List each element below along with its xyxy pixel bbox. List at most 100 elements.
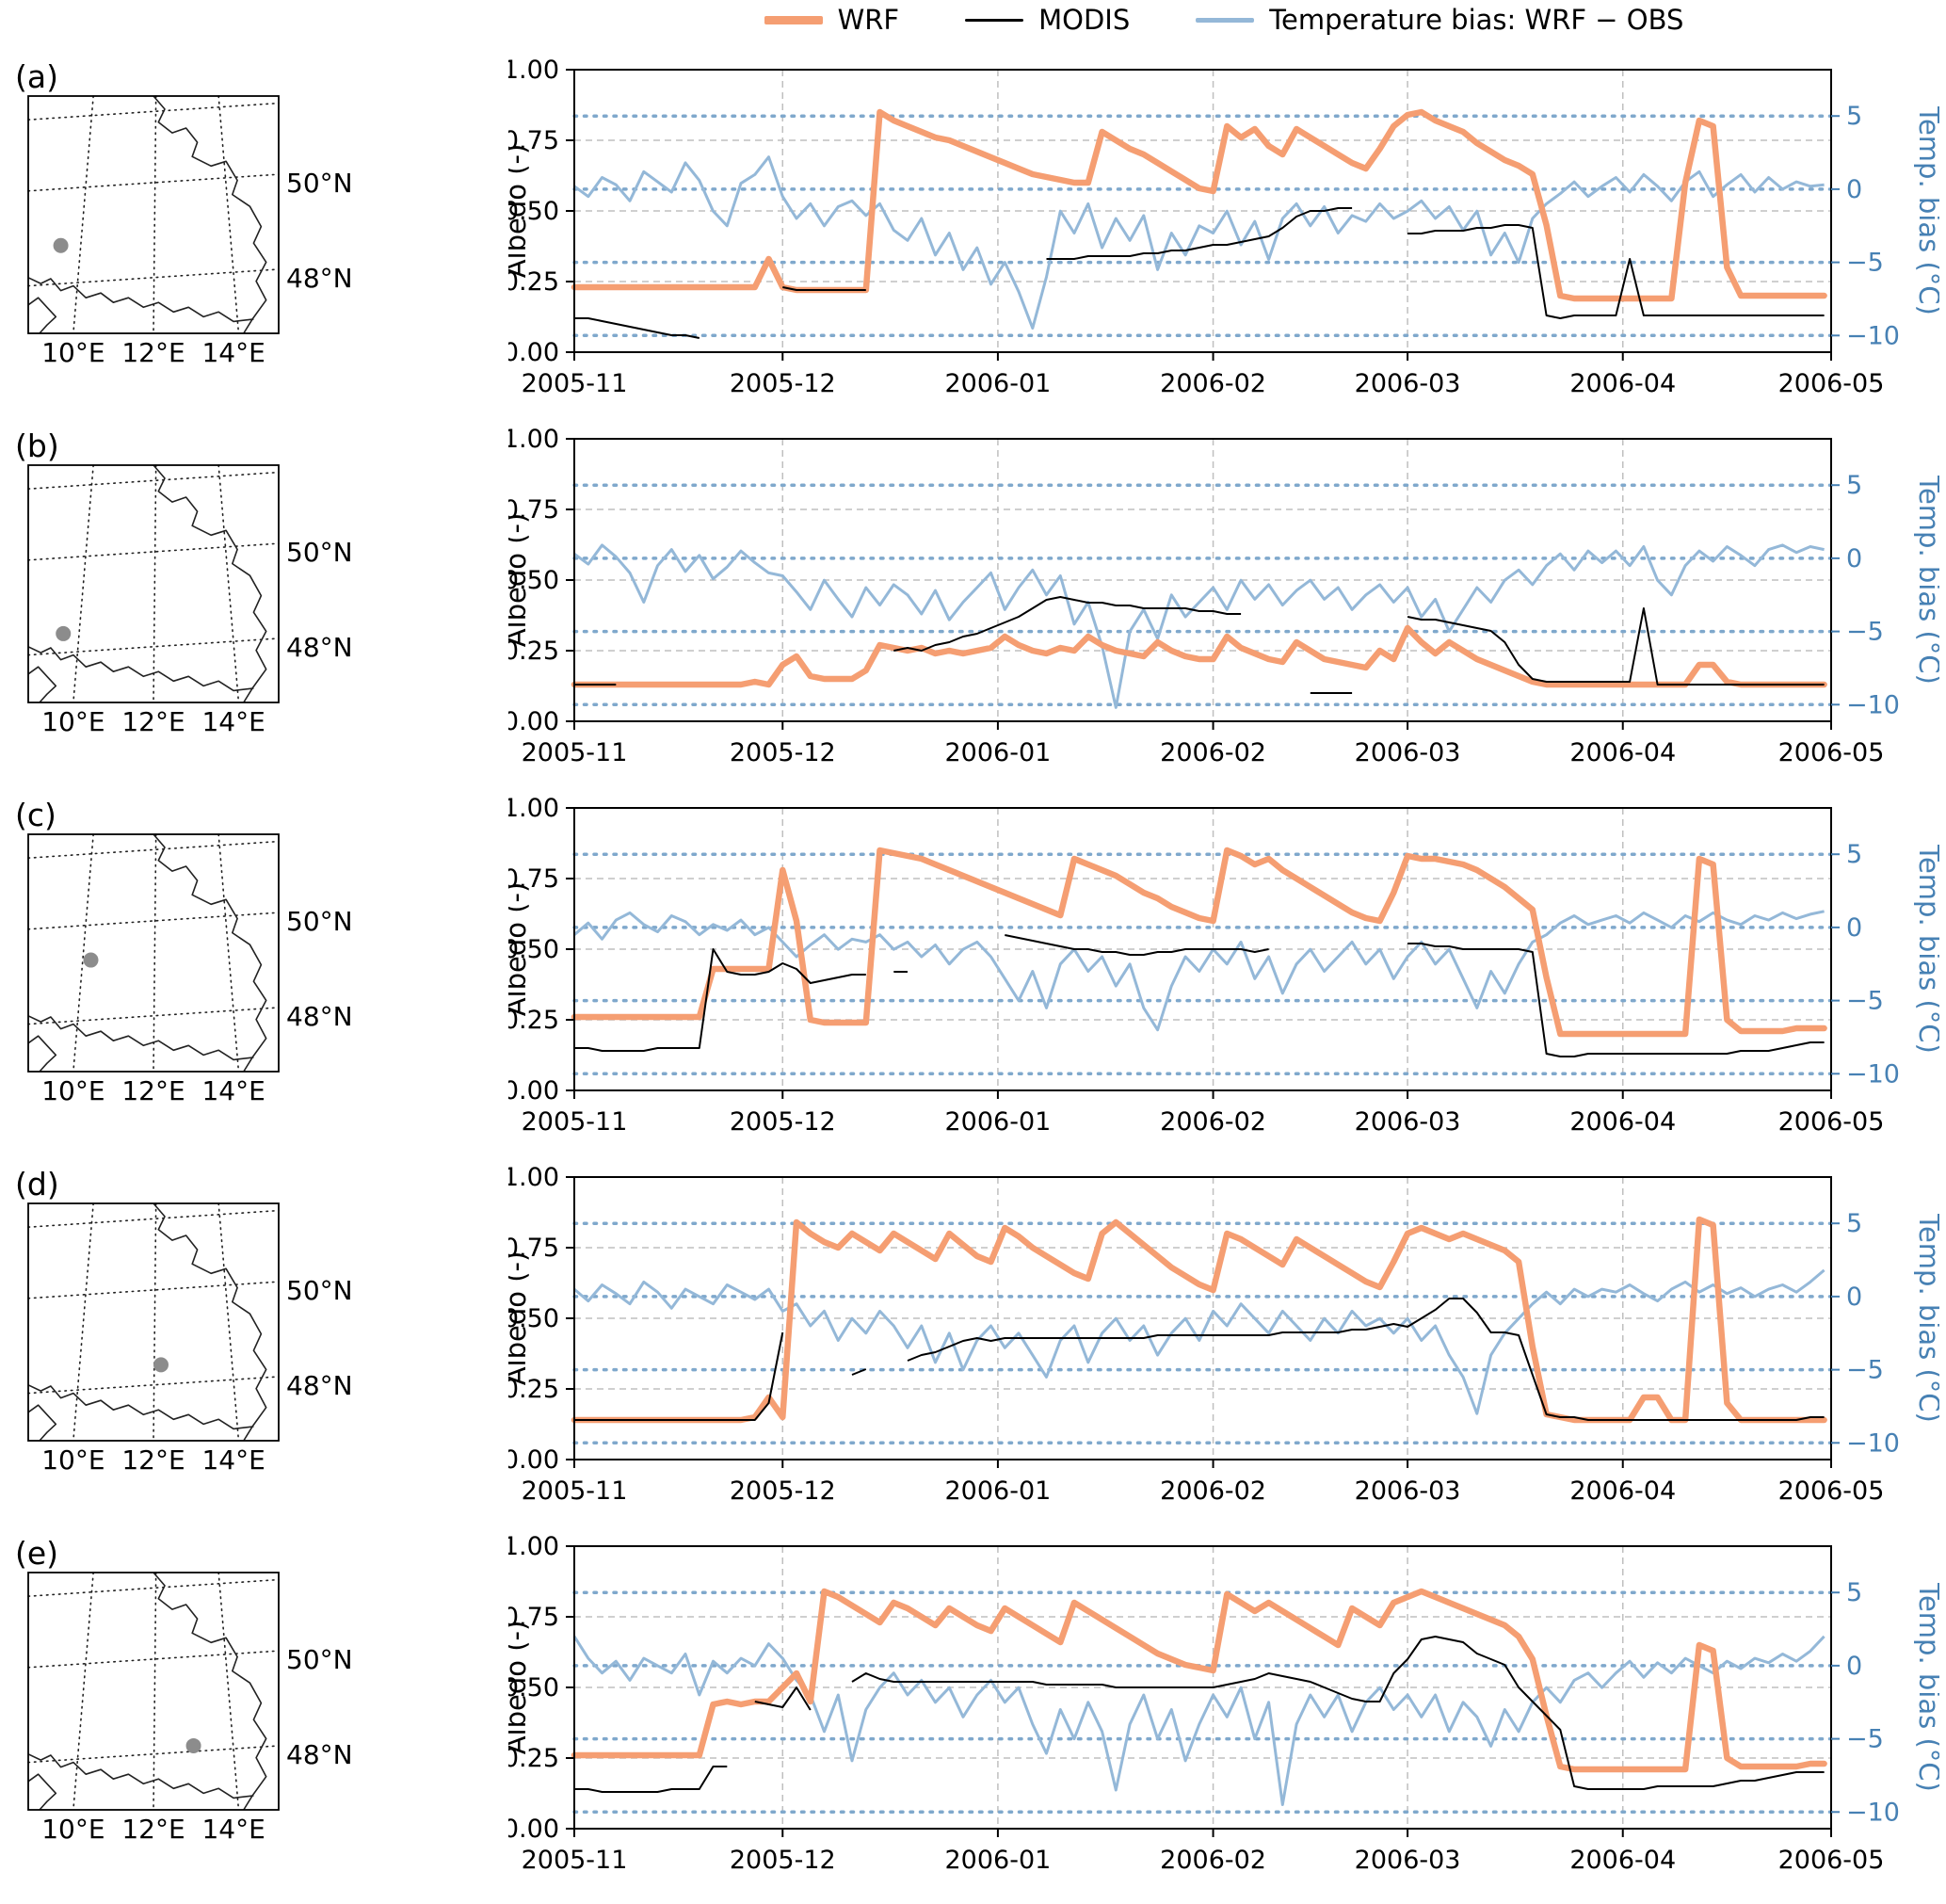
svg-text:2006-05: 2006-05 <box>1778 1107 1885 1137</box>
svg-text:48°N: 48°N <box>286 1001 353 1032</box>
location-map: 50°N 48°N 10°E 12°E 14°E <box>27 464 353 737</box>
left-tick-labels: 1.00 0.75 0.50 0.25 0.00 <box>508 428 574 736</box>
svg-text:−10: −10 <box>1846 1798 1900 1827</box>
map-graticule <box>27 1202 280 1442</box>
svg-text:50°N: 50°N <box>286 906 353 937</box>
modis-series-line <box>574 1636 1825 1793</box>
svg-text:0.50: 0.50 <box>508 935 559 964</box>
modis-series-line <box>574 596 1825 694</box>
svg-text:1.00: 1.00 <box>508 1166 559 1192</box>
svg-text:2006-05: 2006-05 <box>1778 738 1885 767</box>
svg-text:14°E: 14°E <box>201 1444 265 1476</box>
wrf-series-line <box>571 1588 1827 1773</box>
svg-text:0.25: 0.25 <box>508 1744 559 1773</box>
svg-text:0.00: 0.00 <box>508 1815 559 1844</box>
modis-series-line <box>574 934 1825 1057</box>
map-borders <box>27 1572 267 1811</box>
svg-text:−5: −5 <box>1846 1725 1884 1754</box>
wrf-series-line <box>571 847 1827 1038</box>
svg-text:2006-03: 2006-03 <box>1355 1846 1461 1875</box>
svg-text:2005-11: 2005-11 <box>522 1846 628 1875</box>
svg-text:48°N: 48°N <box>286 1739 353 1770</box>
svg-text:14°E: 14°E <box>201 1075 265 1106</box>
wrf-line-swatch <box>764 15 823 24</box>
map-lon-labels: 10°E 12°E 14°E <box>41 1814 265 1845</box>
svg-text:0: 0 <box>1846 544 1862 573</box>
map-frame <box>27 833 280 1073</box>
svg-text:50°N: 50°N <box>286 537 353 568</box>
left-tick-labels: 1.00 0.75 0.50 0.25 0.00 <box>508 1166 574 1475</box>
station-marker-dot <box>83 952 99 968</box>
map-borders <box>27 833 267 1073</box>
svg-text:−10: −10 <box>1846 1059 1900 1089</box>
svg-text:10°E: 10°E <box>41 706 105 737</box>
svg-text:10°E: 10°E <box>41 337 105 368</box>
map-lon-labels: 10°E 12°E 14°E <box>41 706 265 737</box>
left-axis-title: Albedo (-) <box>508 882 532 1017</box>
legend-label-modis: MODIS <box>1038 4 1131 36</box>
map-borders <box>27 95 267 334</box>
svg-text:0: 0 <box>1846 175 1862 204</box>
map-graticule <box>27 833 280 1073</box>
temp-bias-series-line <box>573 1268 1825 1415</box>
svg-text:0.00: 0.00 <box>508 1076 559 1105</box>
svg-text:2006-04: 2006-04 <box>1569 369 1676 398</box>
svg-text:2005-12: 2005-12 <box>730 369 836 398</box>
location-map: 50°N 48°N 10°E 12°E 14°E <box>27 1572 353 1845</box>
svg-text:50°N: 50°N <box>286 168 353 199</box>
right-axis-title: Temp. bias (°C) <box>1913 105 1939 315</box>
svg-text:2006-01: 2006-01 <box>945 369 1052 398</box>
svg-text:2006-01: 2006-01 <box>945 738 1052 767</box>
svg-text:−10: −10 <box>1846 321 1900 350</box>
svg-text:0.25: 0.25 <box>508 267 559 297</box>
svg-text:14°E: 14°E <box>201 706 265 737</box>
svg-text:0.50: 0.50 <box>508 197 559 226</box>
svg-text:2005-12: 2005-12 <box>730 1846 836 1875</box>
right-tick-labels: 5 0 −5 −10 <box>1831 840 1900 1089</box>
x-tick-labels: 2005-11 2005-12 2006-01 2006-02 2006-03 2006-… <box>522 721 1885 767</box>
svg-text:2005-11: 2005-11 <box>522 1476 628 1506</box>
svg-text:2006-02: 2006-02 <box>1160 1476 1266 1506</box>
x-tick-labels: 2005-11 2005-12 2006-01 2006-02 2006-03 2006-… <box>522 352 1885 398</box>
panel-label: (d) <box>15 1166 59 1202</box>
location-map: 50°N 48°N 10°E 12°E 14°E <box>27 1202 353 1476</box>
svg-text:12°E: 12°E <box>121 337 185 368</box>
svg-text:0.50: 0.50 <box>508 566 559 595</box>
legend-label-temp-bias: Temperature bias: WRF − OBS <box>1269 4 1684 36</box>
svg-text:5: 5 <box>1846 102 1862 131</box>
station-marker-dot <box>185 1737 201 1753</box>
svg-text:2006-02: 2006-02 <box>1160 1107 1266 1137</box>
svg-text:2006-04: 2006-04 <box>1569 1107 1676 1137</box>
wrf-series-line <box>571 624 1827 688</box>
left-tick-labels: 1.00 0.75 0.50 0.25 0.00 <box>508 797 574 1105</box>
panel-label: (b) <box>15 428 59 464</box>
wrf-series-line <box>571 1216 1827 1424</box>
temp-bias-series-line <box>573 155 1825 330</box>
svg-text:2006-05: 2006-05 <box>1778 369 1885 398</box>
svg-text:5: 5 <box>1846 1209 1862 1238</box>
svg-text:0.25: 0.25 <box>508 1375 559 1404</box>
svg-text:48°N: 48°N <box>286 263 353 294</box>
svg-text:2005-12: 2005-12 <box>730 738 836 767</box>
modis-line-swatch <box>965 18 1024 22</box>
svg-text:10°E: 10°E <box>41 1075 105 1106</box>
svg-text:−5: −5 <box>1846 1356 1884 1385</box>
svg-text:−10: −10 <box>1846 1428 1900 1458</box>
svg-text:0.75: 0.75 <box>508 126 559 155</box>
svg-text:2006-03: 2006-03 <box>1355 1107 1461 1137</box>
right-tick-labels: 5 0 −5 −10 <box>1831 1209 1900 1458</box>
svg-text:2006-02: 2006-02 <box>1160 1846 1266 1875</box>
svg-text:2005-12: 2005-12 <box>730 1476 836 1506</box>
map-lat-labels: 50°N 48°N <box>286 1275 353 1401</box>
panel-row-e: (e) 50°N 48°N 10°E 12°E 14°E 1.00 0.75 0.50 0.2… <box>0 1535 1946 1904</box>
temp-bias-series-line <box>573 910 1825 1032</box>
svg-text:14°E: 14°E <box>201 1814 265 1845</box>
map-borders <box>27 464 267 703</box>
x-tick-labels: 2005-11 2005-12 2006-01 2006-02 2006-03 2006-… <box>522 1090 1885 1137</box>
station-marker-dot <box>153 1357 169 1373</box>
modis-series-line <box>574 207 1825 339</box>
map-frame <box>27 95 280 334</box>
location-map: 50°N 48°N 10°E 12°E 14°E <box>27 833 353 1106</box>
